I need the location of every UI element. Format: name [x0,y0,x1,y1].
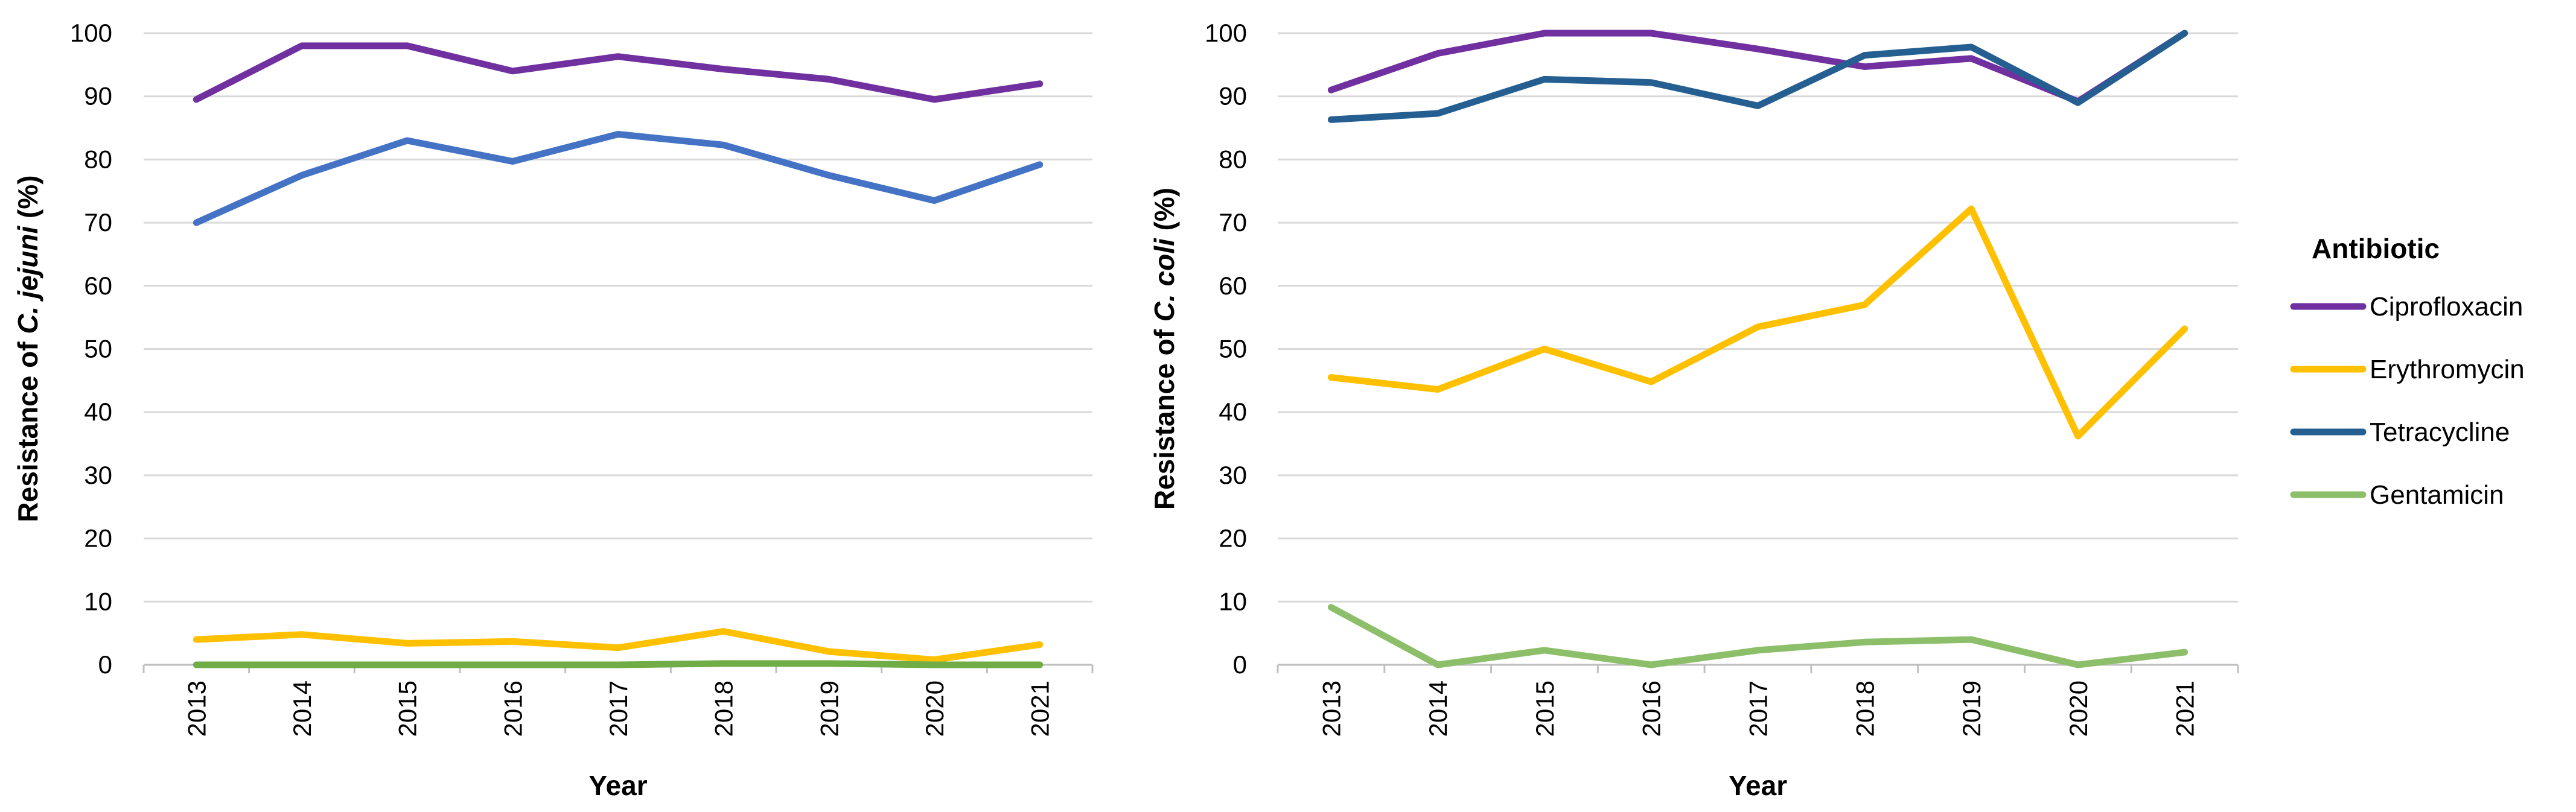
legend-label: Gentamicin [2370,480,2504,510]
y-tick-label: 40 [1219,398,1247,426]
x-tick-label: 2018 [710,680,738,737]
x-axis-title: Year [1729,770,1787,801]
legend-label: Ciprofloxacin [2370,292,2523,322]
x-tick-label: 2021 [2171,680,2199,737]
x-tick-label: 2020 [920,680,949,737]
legend-title: Antibiotic [2312,233,2440,264]
x-tick-label: 2021 [1026,680,1054,737]
x-tick-label: 2017 [1744,680,1773,737]
y-tick-label: 20 [1219,524,1247,553]
y-tick-label: 60 [84,271,112,300]
series-line-gentamicin [193,660,1044,668]
y-axis-title-prefix: Resistance of [12,334,43,522]
y-tick-label: 10 [1219,587,1247,615]
y-tick-label: 0 [98,650,112,679]
y-tick-label: 30 [84,461,112,489]
x-tick-label: 2013 [1317,680,1345,737]
series-line-gentamicin [1327,604,2189,668]
x-tick-label: 2013 [182,680,211,737]
legend-label: Tetracycline [2370,417,2510,447]
legend-item: Tetracycline [2290,417,2510,447]
series-line-erythromycin [193,628,1044,664]
legend-item: Gentamicin [2290,480,2504,510]
x-tick-label: 2016 [1637,680,1666,737]
series-line-tetracycline [193,131,1044,226]
series-line-erythromycin [1327,205,2189,440]
y-axis-title: Resistance of C. jejuni (%) [12,175,43,522]
legend-item: Erythromycin [2290,355,2525,384]
y-tick-label: 100 [1205,19,1247,47]
x-tick-label: 2017 [604,680,633,737]
y-tick-label: 70 [1219,208,1247,236]
y-tick-label: 80 [84,145,112,173]
x-tick-label: 2014 [1424,680,1452,737]
y-tick-label: 40 [84,398,112,426]
y-axis-title-species: C. jejuni [12,226,43,334]
y-tick-label: 50 [84,335,112,363]
legend-items: Ciprofloxacin Erythromycin Tetracycline Gen… [2290,292,2525,510]
y-tick-label: 100 [70,19,112,47]
y-tick-label: 30 [1219,461,1247,489]
x-tick-label: 2015 [394,680,422,737]
y-tick-label: 80 [1219,145,1247,173]
y-tick-label: 60 [1219,271,1247,300]
legend-label: Erythromycin [2370,355,2525,384]
y-tick-label: 10 [84,587,112,615]
y-axis-title-prefix: Resistance of [1149,322,1180,510]
series-line-tetracycline [1327,30,2189,123]
x-tick-label: 2016 [499,680,527,737]
y-tick-label: 90 [1219,82,1247,110]
chart-c-coli: 0 10 20 30 40 50 60 70 80 90 100 2013 2014 2015 2016 20… [1149,19,2239,801]
y-axis-title: Resistance of C. coli (%) [1149,188,1180,510]
x-tick-label: 2018 [1851,680,1879,737]
x-tick-label: 2014 [288,680,316,737]
legend: Antibiotic Ciprofloxacin Erythromycin Tetr… [2290,233,2525,510]
y-tick-label: 0 [1233,650,1247,679]
series-line-ciprofloxacin [193,42,1044,103]
y-tick-label: 70 [84,208,112,236]
x-tick-label: 2015 [1531,680,1559,737]
y-tick-label: 20 [84,524,112,553]
legend-item: Ciprofloxacin [2290,292,2523,322]
chart-c-jejuni: 0 10 20 30 40 50 60 70 80 90 100 2013 2014 2015 2016 20… [12,19,1094,801]
y-tick-label: 50 [1219,335,1247,363]
x-axis-title: Year [588,770,647,801]
x-tick-label: 2019 [1957,680,1986,737]
y-tick-label: 90 [84,82,112,110]
x-tick-label: 2019 [815,680,843,737]
x-tick-label: 2020 [2064,680,2093,737]
y-axis-title-species: C. coli [1149,238,1180,322]
y-axis-title-suffix: (%) [12,175,43,226]
y-axis-title-suffix: (%) [1149,188,1180,238]
